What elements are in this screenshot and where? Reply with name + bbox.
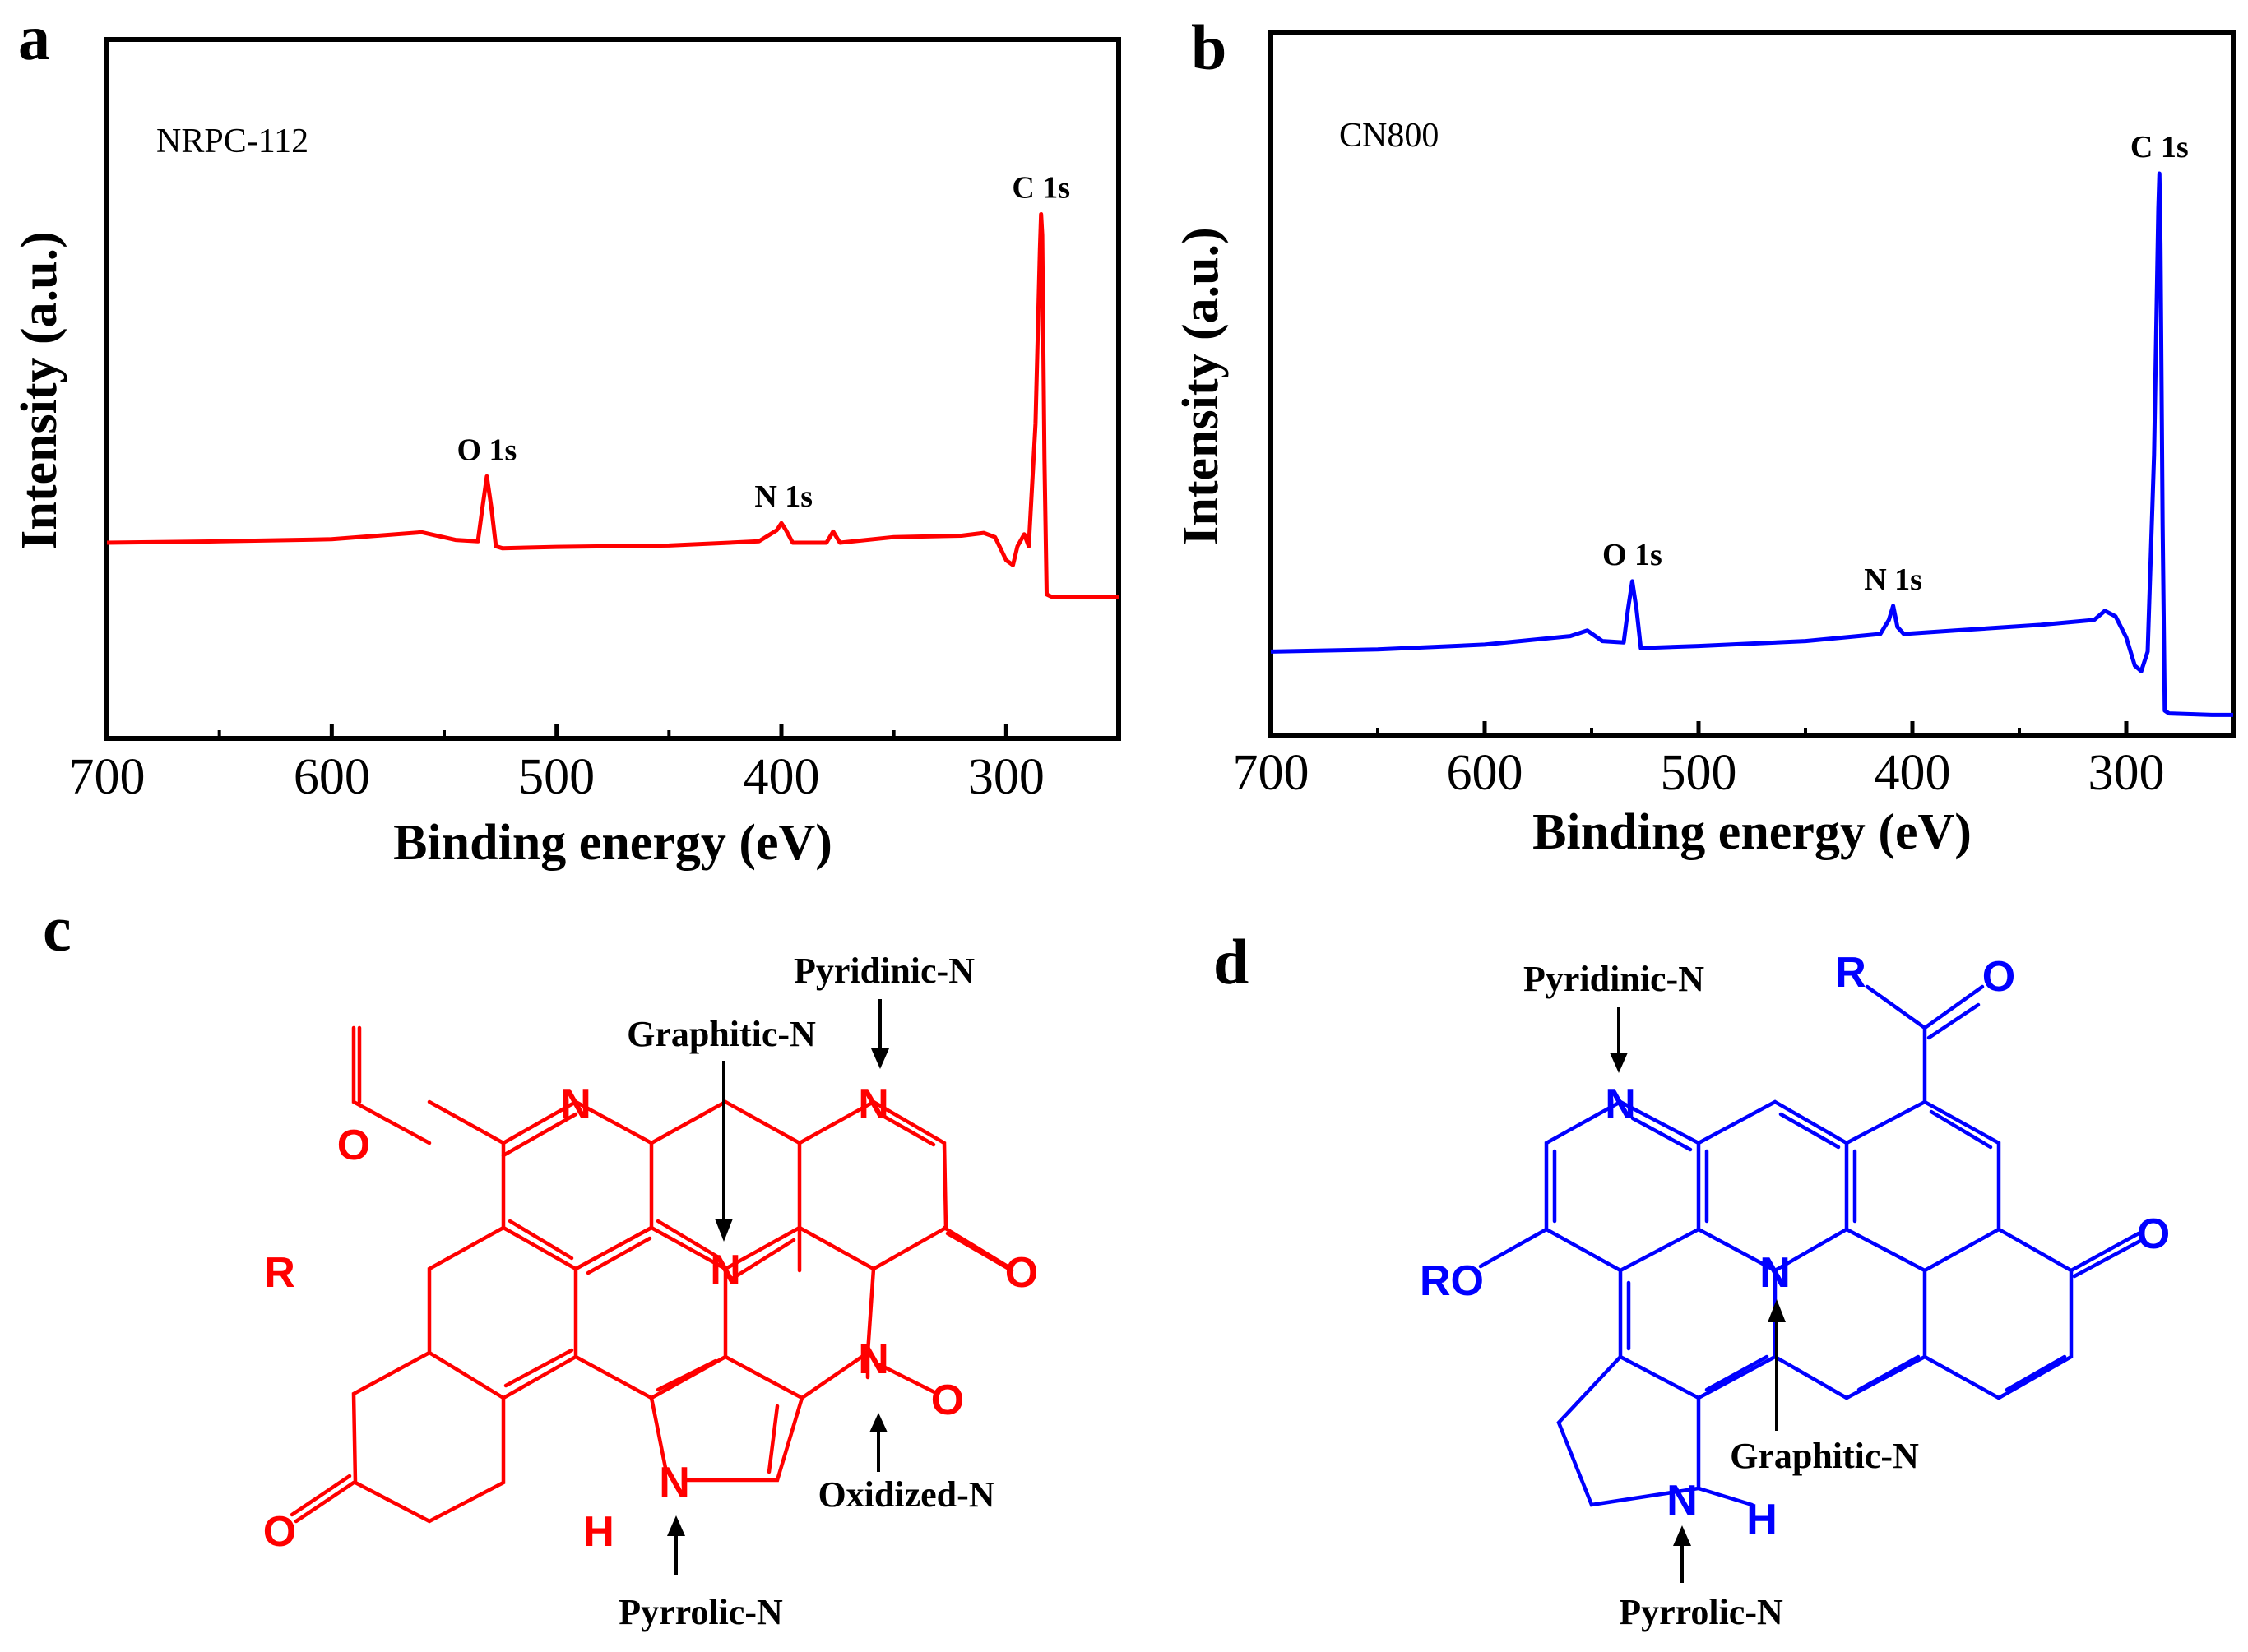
atom-n-pyridinic-left: N: [560, 1081, 591, 1128]
sample-label-b: CN800: [1339, 117, 1439, 155]
atom-o-keto-left: O: [263, 1508, 296, 1556]
panel-letter-b: b: [1191, 12, 1226, 83]
x-tick-label-700: 700: [69, 749, 146, 805]
x-axis-label-b: Binding energy (eV): [1532, 804, 1972, 860]
label-pyrrolic-n-c: Pyrrolic-N: [619, 1592, 783, 1632]
x-ticks-b: [1268, 721, 2129, 736]
peak-label-c-1s: C 1s: [2130, 130, 2189, 164]
label-pyridinic-n-d: Pyridinic-N: [1523, 959, 1704, 999]
structure-d: N N N H R O O RO Pyridinic-N Graphitic-N…: [1420, 949, 2170, 1632]
y-axis-label-a: Intensity (a.u.): [12, 231, 67, 550]
peak-label-c-1s: C 1s: [1012, 171, 1070, 206]
structure-c: N N N N N H R O O O O Pyridinic-N Graphi…: [263, 951, 1038, 1632]
panel-letter-a: a: [18, 2, 50, 73]
x-tick-label-500: 500: [518, 749, 595, 805]
atom-n-graphitic-d: N: [1759, 1249, 1791, 1297]
x-tick-label-400: 400: [744, 749, 820, 805]
x-tick-label-500: 500: [1661, 745, 1737, 801]
chart-a: 700 600 500 400 300 NRPC-112 Binding energy …: [12, 37, 1121, 871]
structure-c-atoms: N N N N N H R O O O O: [263, 1081, 1038, 1556]
atom-h-pyrrolic: H: [583, 1508, 614, 1556]
x-tick-label-600: 600: [294, 749, 370, 805]
atom-n-pyridinic: N: [858, 1081, 889, 1128]
x-tick-labels-b: 700 600 500 400 300: [1233, 745, 2165, 801]
atom-o-keto-top: O: [337, 1122, 370, 1169]
x-tick-labels-a: 700 600 500 400 300: [69, 749, 1045, 805]
x-tick-label-300: 300: [2088, 745, 2165, 801]
peak-label-o-1s: O 1s: [1602, 538, 1662, 572]
label-graphitic-n-c: Graphitic-N: [627, 1014, 816, 1054]
structure-d-bonds: [1478, 984, 2144, 1507]
sample-label-a: NRPC-112: [156, 123, 308, 160]
atom-o-oxidized: O: [931, 1377, 964, 1424]
atom-n-graphitic: N: [710, 1247, 741, 1294]
y-axis-label-b: Intensity (a.u.): [1173, 227, 1229, 546]
atom-h-pyrrolic-d: H: [1746, 1496, 1778, 1543]
atom-o-keto-right: O: [1005, 1249, 1038, 1297]
peak-label-n-1s: N 1s: [754, 479, 813, 514]
panel-letter-c: c: [43, 893, 72, 965]
plot-frame-a: [104, 37, 1121, 741]
structure-d-atoms: N N N H R O O RO: [1420, 949, 2170, 1543]
atom-n-pyrrolic: N: [659, 1459, 690, 1506]
label-graphitic-n-d: Graphitic-N: [1730, 1436, 1919, 1476]
x-tick-label-300: 300: [968, 749, 1045, 805]
plot-frame-b: [1268, 30, 2236, 738]
label-oxidized-n-c: Oxidized-N: [818, 1474, 994, 1515]
atom-ro-group-d: RO: [1420, 1257, 1484, 1305]
series-line-nrpc-112: [106, 212, 1119, 599]
x-tick-label-600: 600: [1447, 745, 1523, 801]
peak-label-n-1s: N 1s: [1864, 562, 1922, 597]
peak-labels-a: O 1s N 1s C 1s: [457, 171, 1071, 515]
x-axis-label-a: Binding energy (eV): [393, 815, 832, 871]
chart-b: 700 600 500 400 300 CN800 Binding energy (eV…: [1173, 30, 2236, 860]
atom-r-group: R: [264, 1249, 295, 1297]
atom-n-pyrrolic-d: N: [1666, 1477, 1698, 1525]
x-ticks-a: [104, 724, 1008, 738]
atom-n-pyridinic-d: N: [1605, 1081, 1636, 1128]
x-tick-label-400: 400: [1875, 745, 1951, 801]
peak-label-o-1s: O 1s: [457, 433, 517, 467]
x-tick-label-700: 700: [1233, 745, 1309, 801]
atom-r-group-d: R: [1835, 949, 1866, 997]
atom-o-acyl-d: O: [1982, 953, 2015, 1001]
series-line-cn800: [1270, 171, 2233, 717]
peak-labels-b: O 1s N 1s C 1s: [1602, 130, 2189, 597]
structure-c-bonds: [290, 1025, 1014, 1524]
label-pyridinic-n-c: Pyridinic-N: [794, 951, 975, 991]
atom-n-oxidized: N: [858, 1335, 889, 1383]
structure-c-arrows: [667, 999, 889, 1575]
panel-letter-d: d: [1213, 926, 1249, 997]
atom-o-keto-d: O: [2137, 1210, 2170, 1258]
label-pyrrolic-n-d: Pyrrolic-N: [1619, 1592, 1783, 1632]
structure-d-arrows: [1610, 1007, 1786, 1583]
